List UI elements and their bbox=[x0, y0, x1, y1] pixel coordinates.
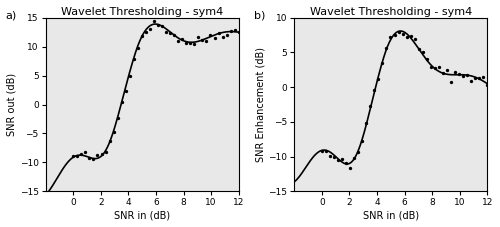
Y-axis label: SNR Enhancement (dB): SNR Enhancement (dB) bbox=[256, 47, 266, 162]
Text: a): a) bbox=[6, 11, 16, 21]
Title: Wavelet Thresholding - sym4: Wavelet Thresholding - sym4 bbox=[310, 7, 472, 17]
Title: Wavelet Thresholding - sym4: Wavelet Thresholding - sym4 bbox=[61, 7, 224, 17]
X-axis label: SNR in (dB): SNR in (dB) bbox=[363, 210, 419, 220]
X-axis label: SNR in (dB): SNR in (dB) bbox=[114, 210, 170, 220]
Text: b): b) bbox=[254, 11, 266, 21]
Y-axis label: SNR out (dB): SNR out (dB) bbox=[7, 73, 17, 136]
